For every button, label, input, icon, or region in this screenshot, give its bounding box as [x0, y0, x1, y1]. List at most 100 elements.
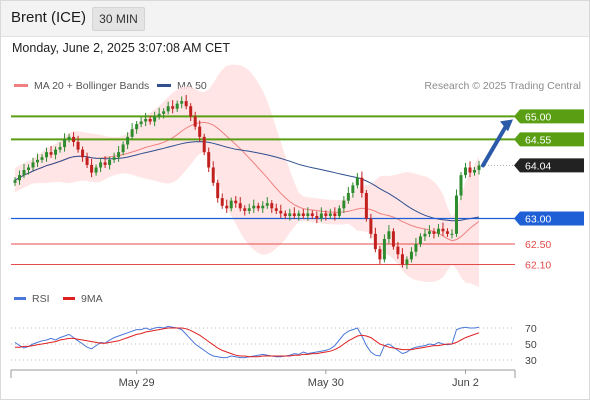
candle: [67, 133, 71, 143]
rsi-label: RSI: [32, 293, 50, 305]
candle-body: [328, 213, 332, 216]
candle: [418, 233, 422, 248]
candle: [310, 210, 314, 220]
candle-body: [265, 203, 269, 206]
candle: [180, 96, 184, 109]
candle: [211, 161, 215, 186]
timeframe-button[interactable]: 30 MIN: [92, 7, 145, 31]
candle-body: [67, 136, 71, 140]
candle: [391, 228, 395, 250]
credit-text: Research © 2025 Trading Central: [424, 80, 581, 92]
candle: [126, 132, 130, 150]
candle-body: [301, 213, 305, 216]
candle-body: [130, 129, 134, 137]
candle-body: [58, 147, 62, 150]
candle: [153, 111, 157, 127]
candle-body: [63, 139, 67, 148]
level-tag-support: 62.50: [525, 239, 551, 251]
level-label: 63.00: [525, 214, 551, 226]
candle: [346, 186, 350, 204]
candle-body: [270, 203, 274, 209]
candle-body: [94, 167, 98, 173]
candle: [274, 203, 278, 214]
candle: [301, 208, 305, 220]
candle-body: [346, 193, 350, 201]
candle-body: [324, 213, 328, 216]
candle: [90, 158, 94, 178]
candle: [40, 154, 44, 163]
candle-body: [54, 149, 58, 155]
candle-body: [472, 170, 476, 173]
candle-body: [139, 121, 143, 125]
candle-body: [306, 213, 310, 216]
candle-body: [360, 177, 364, 193]
rsi-line: [14, 325, 480, 359]
candle-body: [252, 205, 256, 209]
candle-body: [418, 236, 422, 245]
candle-body: [72, 136, 76, 142]
candle: [436, 224, 440, 237]
candle: [193, 111, 197, 130]
candle-body: [153, 116, 157, 122]
candle-body: [477, 165, 481, 171]
candle-body: [90, 164, 94, 173]
candle-body: [166, 106, 170, 112]
candle-body: [175, 103, 179, 109]
candle-body: [171, 106, 175, 109]
legend-rsi: RSI: [14, 293, 50, 305]
candle: [351, 182, 355, 198]
candle-body: [49, 152, 53, 155]
candle: [157, 107, 161, 120]
candle: [121, 141, 125, 156]
level-label: 64.04: [525, 160, 551, 172]
candle-body: [414, 244, 418, 252]
candle-body: [144, 118, 148, 122]
candle: [454, 189, 458, 237]
candle-body: [436, 228, 440, 234]
candle: [148, 115, 152, 125]
candle: [49, 146, 53, 158]
candle: [364, 189, 368, 222]
bollinger-label: MA 20 + Bollinger Bands: [34, 80, 150, 92]
candle: [427, 225, 431, 237]
candle-body: [162, 111, 166, 114]
candle: [477, 160, 481, 175]
candle: [216, 179, 220, 203]
candle: [54, 146, 58, 160]
forecast-arrow-shaft: [481, 122, 509, 168]
candle: [76, 135, 80, 153]
level-label: 62.50: [525, 239, 551, 251]
candle: [319, 207, 323, 222]
x-tick-label: May 30: [308, 377, 344, 389]
rsi-level-label: 70: [525, 323, 537, 335]
candle-body: [157, 113, 161, 117]
candle: [171, 100, 175, 114]
candle: [324, 210, 328, 221]
candle-body: [355, 177, 359, 186]
candle-body: [279, 210, 283, 214]
candle-body: [445, 231, 449, 234]
rsi-ma-swatch: [63, 296, 75, 300]
legend-rsi-ma: 9MA: [63, 293, 103, 305]
candle-body: [261, 205, 265, 209]
candle-body: [243, 208, 247, 211]
level-tag-bg: [514, 158, 584, 173]
candle: [112, 152, 116, 163]
candle: [328, 208, 332, 220]
candle-body: [202, 136, 206, 153]
candle: [432, 228, 436, 239]
candle-body: [351, 185, 355, 193]
candle-body: [364, 193, 368, 219]
x-tick-label: Jun 2: [452, 377, 479, 389]
candle-body: [441, 228, 445, 232]
candle-body: [99, 162, 103, 168]
candle: [463, 162, 467, 179]
level-tag-resistance: 65.00: [514, 109, 584, 124]
candle: [378, 246, 382, 264]
candle: [337, 205, 341, 220]
candle: [396, 242, 400, 259]
candle: [292, 207, 296, 220]
forecast-arrow-head: [500, 119, 513, 132]
candle-body: [454, 195, 458, 234]
